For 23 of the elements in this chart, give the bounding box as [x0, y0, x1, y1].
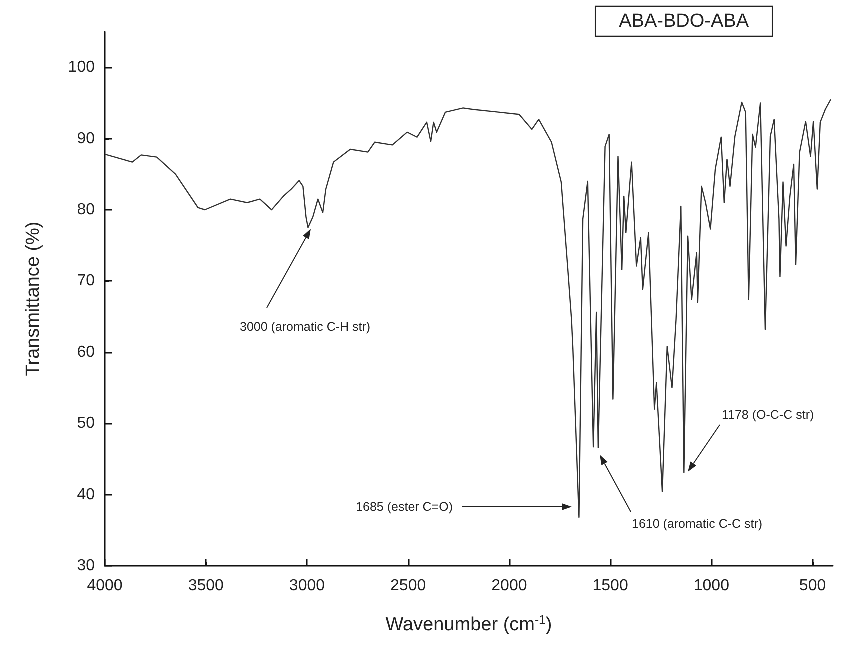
y-tick-label: 50	[77, 415, 96, 432]
x-tick-label: 3500	[188, 578, 224, 594]
x-tick-label: 3000	[289, 578, 326, 594]
x-tick-label: 2500	[390, 578, 426, 594]
y-tick-label: 70	[77, 272, 96, 290]
y-tick-label: 60	[77, 344, 96, 361]
annotation: 1178 (O-C-C str)	[722, 408, 814, 422]
x-tick-label: 2000	[492, 578, 528, 594]
annotation: 3000 (aromatic C-H str)	[240, 320, 371, 334]
y-axis-title: Transmittance (%)	[23, 222, 44, 376]
annotation: 1610 (aromatic C-C str)	[632, 517, 763, 531]
y-tick-label: 100	[68, 59, 96, 76]
x-tick-label: 500	[799, 578, 826, 594]
line-series	[104, 99, 832, 518]
x-tick-label: 1500	[592, 578, 628, 594]
y-tick-label: 30	[77, 558, 96, 574]
y-tick-label: 80	[77, 202, 96, 218]
y-tick-label: 90	[77, 130, 96, 148]
x-tick-label: 1000	[694, 578, 730, 594]
y-tick-label: 40	[77, 486, 96, 504]
annotation: 1685 (ester C=O)	[356, 500, 453, 514]
chart-title: ABA-BDO-ABA	[619, 11, 750, 32]
x-tick-label: 4000	[87, 578, 123, 594]
